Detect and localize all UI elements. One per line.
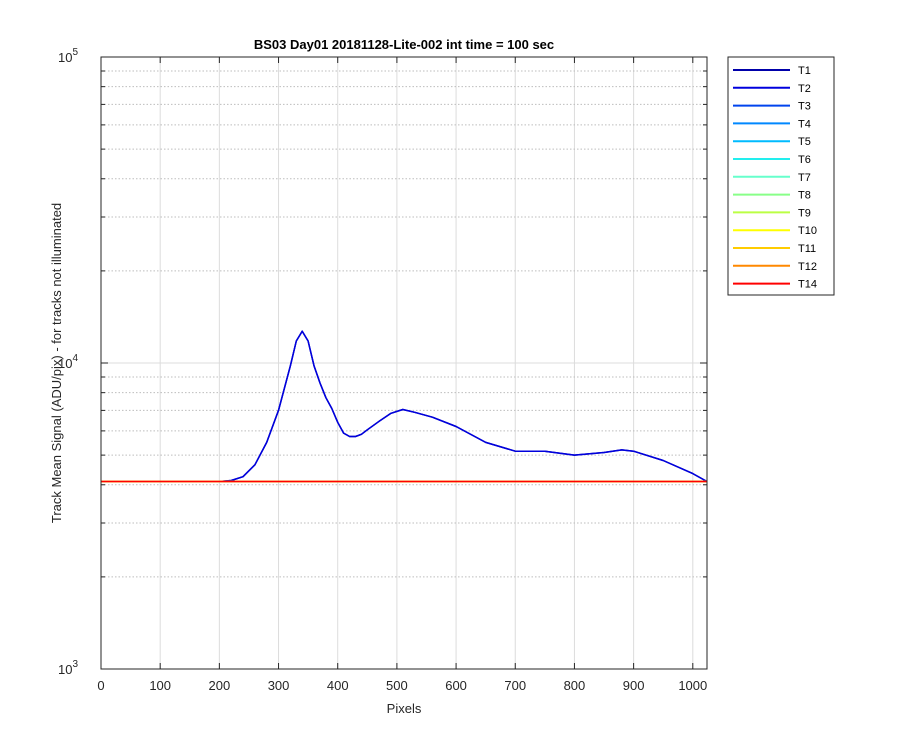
y-tick-labels: 103 104 105 bbox=[58, 47, 78, 677]
legend-label: T6 bbox=[798, 154, 811, 166]
legend-label: T4 bbox=[798, 118, 811, 130]
x-tick-label: 100 bbox=[149, 678, 171, 693]
grid bbox=[100, 57, 707, 670]
legend-label: T8 bbox=[798, 190, 811, 202]
x-tick-label: 800 bbox=[564, 678, 586, 693]
x-tick-label: 200 bbox=[209, 678, 231, 693]
legend-label: T1 bbox=[798, 65, 811, 77]
y-tick-label: 105 bbox=[58, 47, 78, 65]
x-tick-label: 0 bbox=[97, 678, 104, 693]
legend-label: T3 bbox=[798, 101, 811, 113]
series-line-t2 bbox=[101, 330, 708, 483]
legend-label: T9 bbox=[798, 207, 811, 219]
y-axis-label: Track Mean Signal (ADU/pix) - for tracks… bbox=[49, 203, 64, 523]
legend-label: T12 bbox=[798, 261, 817, 273]
x-tick-label: 400 bbox=[327, 678, 349, 693]
legend-label: T10 bbox=[798, 225, 817, 237]
x-tick-label: 300 bbox=[268, 678, 290, 693]
y-tick-label: 103 bbox=[58, 659, 78, 677]
ticks bbox=[100, 57, 707, 670]
legend-label: T14 bbox=[798, 279, 817, 291]
x-tick-labels: 0 100 200 300 400 500 600 700 800 900 1000 bbox=[97, 678, 707, 693]
x-tick-label: 700 bbox=[504, 678, 526, 693]
x-tick-label: 900 bbox=[623, 678, 645, 693]
legend-label: T7 bbox=[798, 172, 811, 184]
y-tick-label: 104 bbox=[58, 353, 78, 371]
x-tick-label: 1000 bbox=[678, 678, 707, 693]
legend-label: T2 bbox=[798, 83, 811, 95]
x-tick-label: 500 bbox=[386, 678, 408, 693]
legend-label: T11 bbox=[798, 243, 816, 255]
chart-title: BS03 Day01 20181128-Lite-002 int time = … bbox=[254, 37, 554, 52]
legend-label: T5 bbox=[798, 136, 811, 148]
legend: T1 T2 T3 T4 T5 T6 T7 T8 T9 T10 T11 T12 T14 bbox=[727, 56, 835, 296]
x-tick-label: 600 bbox=[445, 678, 467, 693]
x-axis-label: Pixels bbox=[387, 701, 422, 716]
series-group bbox=[101, 330, 708, 483]
